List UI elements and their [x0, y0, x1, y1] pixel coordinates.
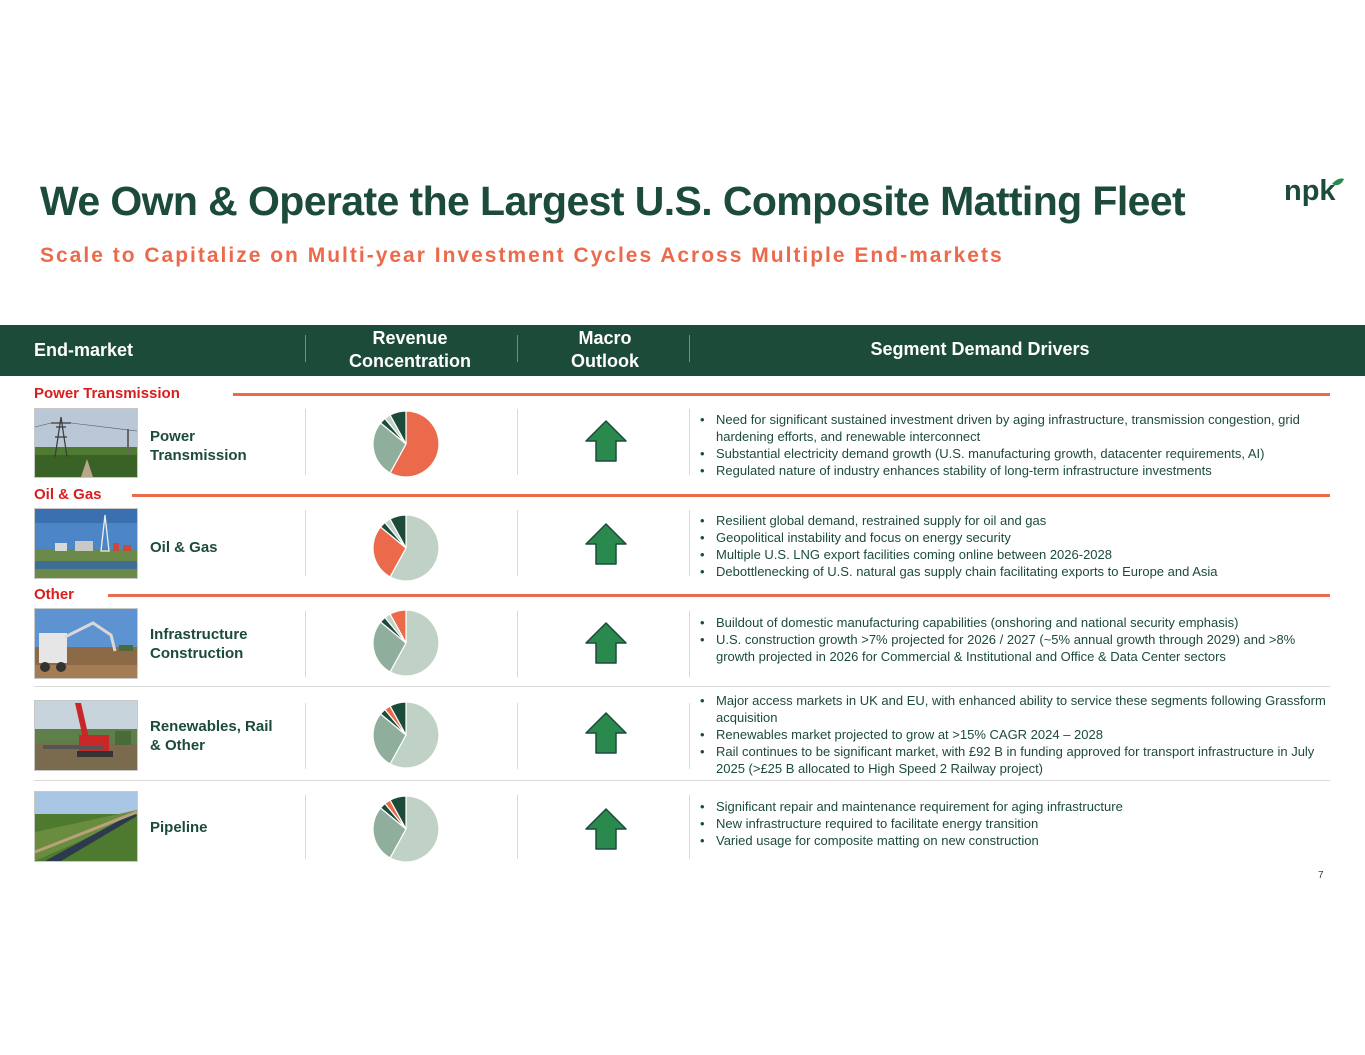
column-divider [305, 795, 306, 859]
logo-text: npk [1284, 175, 1336, 207]
header-divider [305, 335, 306, 362]
table-header: End-market Revenue Concentration Macro O… [0, 325, 1365, 376]
driver-bullet: Debottlenecking of U.S. natural gas supp… [700, 563, 1330, 580]
npk-logo: npk [1284, 175, 1344, 207]
driver-bullet: Significant repair and maintenance requi… [700, 798, 1330, 815]
column-divider [305, 703, 306, 769]
column-divider [517, 703, 518, 769]
pie-slice [389, 514, 440, 582]
column-divider [689, 795, 690, 859]
revenue-pie-chart [372, 514, 440, 582]
pie-slice [389, 701, 440, 769]
column-divider [517, 510, 518, 576]
header-revenue: Revenue Concentration [330, 327, 490, 373]
pie-slice [372, 713, 407, 765]
up-arrow-icon [585, 523, 627, 565]
driver-bullet: Renewables market projected to grow at >… [700, 726, 1330, 743]
header-macro-line2: Outlook [571, 351, 639, 371]
segment-name: Pipeline [150, 819, 208, 836]
header-divider [689, 335, 690, 362]
driver-bullet: Multiple U.S. LNG export facilities comi… [700, 546, 1330, 563]
segment-name: Oil & Gas [150, 539, 218, 556]
pie-slice [372, 422, 407, 474]
transmission-tower-photo [34, 408, 138, 478]
pie-slice [389, 795, 407, 830]
column-divider [689, 510, 690, 576]
up-arrow-icon [585, 622, 627, 664]
section-label-oil-gas: Oil & Gas [34, 486, 102, 503]
column-divider [517, 795, 518, 859]
page-number: 7 [1318, 870, 1324, 881]
drilling-rig-photo [34, 508, 138, 579]
driver-bullet: U.S. construction growth >7% projected f… [700, 631, 1330, 665]
crawler-crane-photo [34, 700, 138, 771]
pipeline-photo [34, 791, 138, 862]
pie-slice [389, 795, 440, 863]
driver-bullet: New infrastructure required to facilitat… [700, 815, 1330, 832]
demand-drivers-list: Significant repair and maintenance requi… [700, 798, 1330, 849]
section-divider [132, 494, 1330, 497]
pie-slice [389, 410, 407, 445]
pie-slice [372, 621, 407, 673]
column-divider [517, 611, 518, 677]
logo-leaf-icon [1332, 178, 1344, 186]
up-arrow-icon [585, 808, 627, 850]
pie-slice [389, 701, 407, 736]
pie-slice [389, 410, 440, 478]
driver-bullet: Buildout of domestic manufacturing capab… [700, 614, 1330, 631]
header-macro-line1: Macro [578, 328, 632, 348]
header-macro: Macro Outlook [545, 327, 665, 373]
header-revenue-line2: Concentration [348, 351, 471, 371]
driver-bullet: Resilient global demand, restrained supp… [700, 512, 1330, 529]
up-arrow-icon [585, 712, 627, 754]
driver-bullet: Major access markets in UK and EU, with … [700, 692, 1330, 726]
pie-slice [372, 807, 407, 859]
section-label-power: Power Transmission [34, 385, 180, 402]
demand-drivers-list: Buildout of domestic manufacturing capab… [700, 614, 1330, 665]
segment-name: Renewables, Rail & Other [150, 718, 273, 754]
header-drivers: Segment Demand Drivers [870, 339, 1090, 359]
column-divider [305, 409, 306, 475]
segment-name: Infrastructure Construction [150, 626, 248, 662]
demand-drivers-list: Major access markets in UK and EU, with … [700, 692, 1330, 777]
demand-drivers-list: Resilient global demand, restrained supp… [700, 512, 1330, 580]
column-divider [305, 510, 306, 576]
demand-drivers-list: Need for significant sustained investmen… [700, 411, 1330, 479]
header-revenue-line1: Revenue [372, 328, 448, 348]
pie-slice [389, 609, 440, 677]
revenue-pie-chart [372, 795, 440, 863]
column-divider [305, 611, 306, 677]
up-arrow-icon [585, 420, 627, 462]
section-divider [233, 393, 1330, 396]
driver-bullet: Varied usage for composite matting on ne… [700, 832, 1330, 849]
segment-name: Power Transmission [150, 428, 247, 464]
column-divider [689, 409, 690, 475]
driver-bullet: Need for significant sustained investmen… [700, 411, 1330, 445]
pie-slice [389, 609, 407, 644]
driver-bullet: Substantial electricity demand growth (U… [700, 445, 1330, 462]
column-divider [517, 409, 518, 475]
pie-slice [389, 514, 407, 549]
column-divider [689, 611, 690, 677]
driver-bullet: Regulated nature of industry enhances st… [700, 462, 1330, 479]
page-subtitle: Scale to Capitalize on Multi-year Invest… [40, 244, 1004, 267]
page-title: We Own & Operate the Largest U.S. Compos… [40, 178, 1186, 224]
driver-bullet: Rail continues to be significant market,… [700, 743, 1330, 777]
section-divider [108, 594, 1330, 597]
revenue-pie-chart [372, 609, 440, 677]
revenue-pie-chart [372, 410, 440, 478]
revenue-pie-chart [372, 701, 440, 769]
concrete-pump-photo [34, 608, 138, 679]
header-end-market: End-market [34, 340, 134, 360]
header-divider [517, 335, 518, 362]
section-label-other: Other [34, 586, 75, 603]
column-divider [689, 703, 690, 769]
row-divider [34, 780, 1330, 781]
driver-bullet: Geopolitical instability and focus on en… [700, 529, 1330, 546]
pie-slice [372, 526, 407, 578]
row-divider [34, 686, 1330, 687]
